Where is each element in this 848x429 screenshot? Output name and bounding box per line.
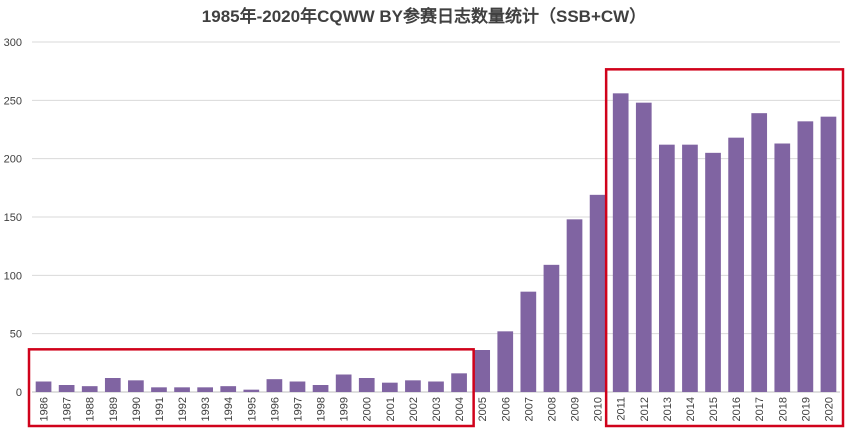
bar-2004 [451,373,467,392]
x-tick-label: 1999 [339,397,351,421]
x-tick-label: 2016 [731,397,743,421]
y-tick-label: 50 [10,329,22,341]
bar-2005 [474,350,491,392]
x-tick-label: 2017 [754,397,766,421]
bar-1991 [151,387,167,392]
bar-2014 [682,144,698,392]
bar-2019 [797,121,814,392]
bar-1998 [312,385,329,392]
x-tick-label: 1987 [62,397,74,421]
x-tick-label: 1997 [292,397,304,421]
y-tick-label: 250 [4,95,22,107]
x-tick-label: 1990 [131,397,143,421]
y-tick-label: 150 [4,212,22,224]
x-tick-label: 2008 [546,397,558,421]
bar-1993 [197,387,213,392]
bar-2000 [358,378,375,392]
x-tick-label: 1992 [177,397,189,421]
chart-title: 1985年-2020年CQWW BY参赛日志数量统计（SSB+CW） [201,7,647,26]
x-tick-label: 1995 [246,397,258,421]
bar-2008 [543,264,560,392]
bar-1994 [220,386,237,392]
x-tick-label: 2013 [662,397,674,421]
y-tick-label: 300 [4,37,22,49]
x-tick-label: 1991 [154,397,166,421]
x-tick-label: 2010 [593,397,605,421]
bar-2003 [428,381,444,392]
y-axis-ticks: 0 50 100 150 200 250 300 [4,37,22,399]
x-tick-label: 2011 [616,397,628,421]
x-tick-label: 2009 [570,397,582,421]
x-tick-label: 2015 [708,397,720,421]
bar-1990 [128,380,144,392]
x-tick-label: 2018 [777,397,789,421]
x-tick-label: 1994 [223,397,235,421]
bar-2001 [381,382,398,392]
x-tick-label: 2014 [685,397,697,421]
bar-1999 [335,374,352,392]
bar-2011 [612,93,629,392]
x-tick-label: 2001 [385,397,397,421]
x-tick-label: 2002 [408,397,420,421]
x-axis-ticks: 1986 1987 1988 1989 1990 1991 1992 1993 1994 1995… [39,397,836,421]
bar-2018 [774,143,791,392]
bar-1988 [81,386,98,392]
bar-2020 [820,116,837,393]
x-tick-label: 1993 [200,397,212,421]
bar-2012 [635,102,652,393]
x-tick-label: 2020 [823,397,835,421]
bar-1989 [104,378,121,392]
highlight-box-2 [604,68,845,428]
x-tick-label: 2012 [639,397,651,421]
y-tick-label: 0 [16,387,22,399]
bar-1987 [58,385,75,392]
x-tick-label: 2006 [500,397,512,421]
bar-1995 [243,389,260,392]
bar-2017 [751,113,768,393]
bar-1997 [289,381,306,392]
x-tick-label: 2019 [800,397,812,421]
bar-2006 [497,331,514,392]
bar-2016 [728,137,744,392]
x-tick-label: 2003 [431,397,443,421]
bar-2015 [705,152,721,392]
bar-2002 [405,380,421,392]
bar-2007 [520,291,537,392]
bar-2009 [566,219,583,392]
bar-1992 [174,387,190,392]
highlight-box-1 [27,348,475,428]
x-tick-label: 1996 [269,397,281,421]
x-tick-label: 2004 [454,397,466,421]
x-tick-label: 1989 [108,397,120,421]
highlight-boxes [27,68,845,428]
bar-2010 [589,194,606,392]
y-tick-label: 200 [4,154,22,166]
x-tick-label: 1986 [39,397,51,421]
x-tick-label: 1988 [85,397,97,421]
x-tick-label: 2007 [523,397,535,421]
bar-2013 [659,144,675,392]
x-tick-label: 2005 [477,397,489,421]
bars [35,93,837,393]
x-tick-label: 2000 [362,397,374,421]
bar-1986 [35,381,52,392]
y-tick-label: 100 [4,270,22,282]
x-tick-label: 1998 [316,397,328,421]
bar-1996 [266,379,283,392]
